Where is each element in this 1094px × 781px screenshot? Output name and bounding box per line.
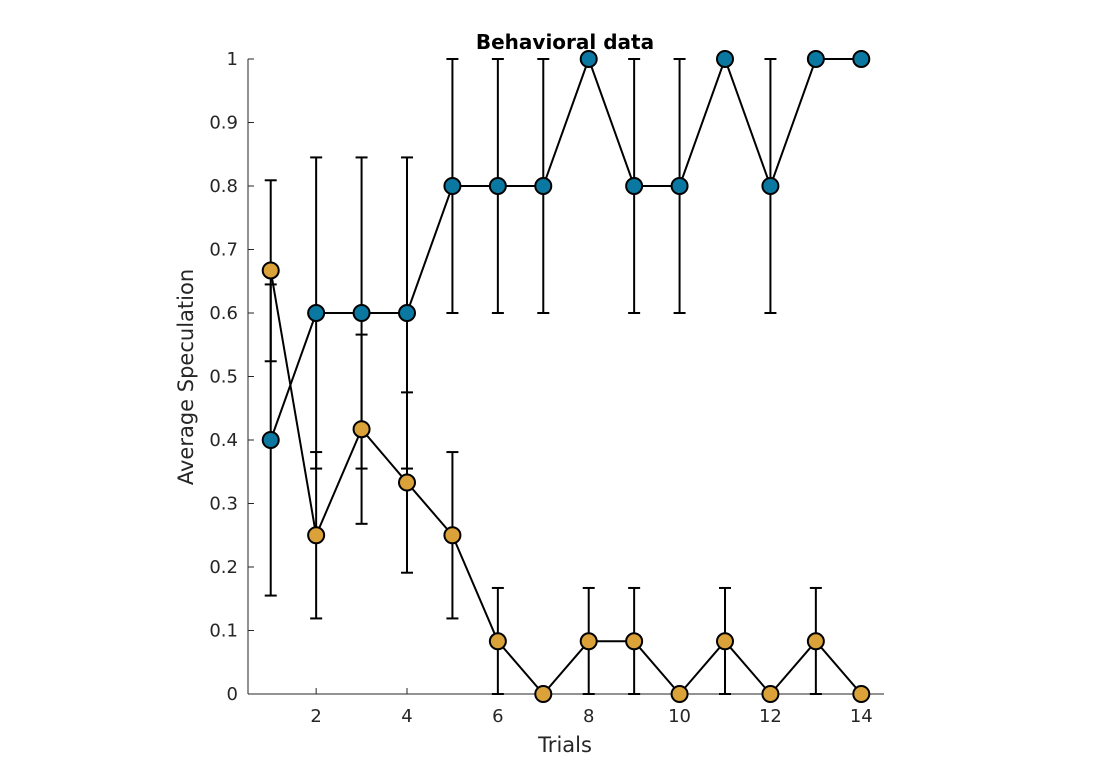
chart-title: Behavioral data bbox=[476, 30, 654, 54]
data-point bbox=[352, 304, 371, 322]
x-tick-label: 8 bbox=[583, 706, 594, 727]
data-point bbox=[806, 632, 825, 651]
plot-area bbox=[261, 50, 871, 703]
data-point bbox=[579, 50, 598, 68]
data-point bbox=[670, 177, 689, 195]
y-tick-label: 0.6 bbox=[209, 303, 238, 324]
y-tick-label: 0.1 bbox=[209, 621, 238, 642]
data-point bbox=[398, 304, 416, 322]
y-tick-label: 0.7 bbox=[209, 240, 238, 261]
y-tick-label: 0.5 bbox=[209, 367, 238, 388]
data-point bbox=[307, 526, 326, 545]
x-tick-label: 4 bbox=[401, 706, 412, 727]
data-point bbox=[716, 50, 734, 68]
y-tick-label: 0.9 bbox=[209, 113, 238, 134]
series-line bbox=[269, 270, 863, 696]
axes: 00.10.20.30.40.50.60.70.80.912 4 6 8 10 12 14 bbox=[209, 49, 884, 727]
x-tick-label: 6 bbox=[492, 706, 503, 727]
y-tick-label: 0.4 bbox=[209, 430, 238, 451]
data-point bbox=[761, 685, 780, 703]
y-tick-label: 0.2 bbox=[209, 557, 238, 578]
x-axis-label: Trials bbox=[537, 733, 592, 757]
data-point bbox=[443, 177, 462, 195]
data-point bbox=[488, 632, 507, 651]
data-point bbox=[761, 177, 780, 195]
y-tick-label: 1 bbox=[227, 49, 238, 70]
data-point bbox=[625, 177, 644, 195]
data-point bbox=[852, 685, 871, 703]
x-tick-label: 12 bbox=[759, 706, 782, 727]
y-tick-label: 0.3 bbox=[209, 494, 238, 515]
data-point bbox=[443, 526, 462, 545]
data-point bbox=[261, 431, 280, 449]
data-point bbox=[352, 420, 371, 439]
series-2 bbox=[261, 179, 871, 703]
data-point bbox=[261, 261, 280, 280]
data-point bbox=[534, 177, 553, 195]
data-point bbox=[307, 304, 326, 322]
data-point bbox=[398, 473, 416, 492]
data-point bbox=[670, 685, 689, 703]
x-tick-label: 14 bbox=[850, 706, 873, 727]
x-tick-label: 10 bbox=[668, 706, 691, 727]
y-tick-label: 0 bbox=[227, 684, 238, 705]
data-point bbox=[806, 50, 825, 68]
series-line bbox=[269, 56, 862, 441]
data-point bbox=[579, 632, 598, 651]
data-point bbox=[716, 632, 734, 651]
data-point bbox=[625, 632, 644, 651]
data-point bbox=[488, 177, 507, 195]
x-tick-label: 2 bbox=[310, 706, 321, 727]
data-point bbox=[852, 50, 871, 68]
series-1 bbox=[261, 50, 871, 597]
y-axis-label: Average Speculation bbox=[174, 269, 198, 485]
y-tick-label: 0.8 bbox=[209, 176, 238, 197]
data-point bbox=[534, 685, 553, 703]
